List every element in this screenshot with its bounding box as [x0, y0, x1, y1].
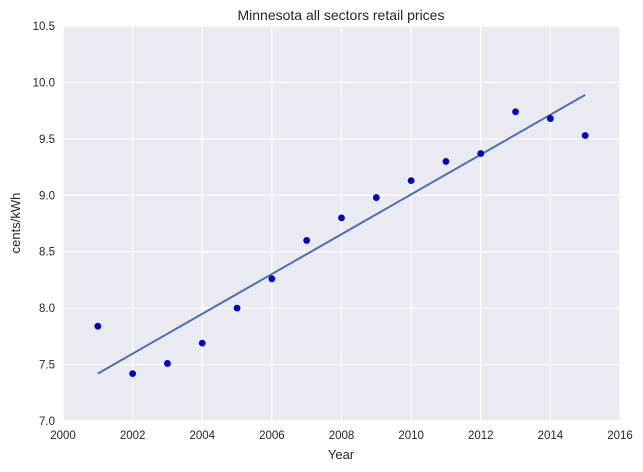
y-tick-label: 8.5 — [39, 247, 55, 259]
x-tick-label: 2010 — [398, 430, 424, 442]
chart-title: Minnesota all sectors retail prices — [238, 7, 445, 23]
y-tick-labels: 7.0 7.5 8.0 8.5 9.0 9.5 10.0 10.5 — [33, 21, 55, 428]
x-tick-label: 2016 — [607, 430, 633, 442]
scatter-point — [407, 177, 415, 185]
y-tick-label: 7.5 — [39, 360, 55, 372]
scatter-point — [372, 194, 380, 201]
x-tick-labels: 2000 2002 2004 2006 2008 2010 2012 2014 2016 — [50, 430, 633, 442]
scatter-point — [546, 115, 554, 122]
scatter-point — [338, 214, 345, 222]
scatter-points — [94, 108, 589, 377]
trend-line — [97, 93, 586, 375]
grid — [62, 25, 621, 422]
scatter-point — [581, 132, 589, 139]
x-axis-label: Year — [328, 447, 355, 462]
y-tick-label: 10.5 — [33, 21, 55, 33]
x-tick-label: 2006 — [259, 430, 285, 442]
scatter-point — [303, 237, 311, 244]
scatter-point — [198, 339, 206, 347]
x-tick-label: 2004 — [189, 430, 215, 442]
y-tick-label: 9.0 — [39, 190, 55, 202]
scatter-point — [477, 150, 485, 157]
y-tick-label: 8.0 — [39, 303, 55, 315]
y-axis-label: cents/kWh — [8, 193, 23, 254]
y-tick-label: 9.5 — [39, 134, 55, 146]
scatter-point — [268, 275, 276, 283]
scatter-point — [233, 304, 241, 312]
scatter-point — [512, 108, 519, 116]
x-tick-label: 2008 — [329, 430, 355, 442]
scatter-point — [442, 158, 450, 165]
trend-line-layer — [97, 93, 586, 375]
y-tick-label: 10.0 — [33, 77, 55, 89]
x-tick-label: 2002 — [120, 430, 146, 442]
scatter-point — [129, 370, 137, 377]
x-tick-label: 2012 — [468, 430, 494, 442]
scatter-point — [164, 360, 171, 367]
x-tick-label: 2000 — [50, 430, 76, 442]
scatter-point — [94, 322, 102, 330]
y-tick-label: 7.0 — [39, 416, 55, 428]
x-tick-label: 2014 — [538, 430, 564, 442]
